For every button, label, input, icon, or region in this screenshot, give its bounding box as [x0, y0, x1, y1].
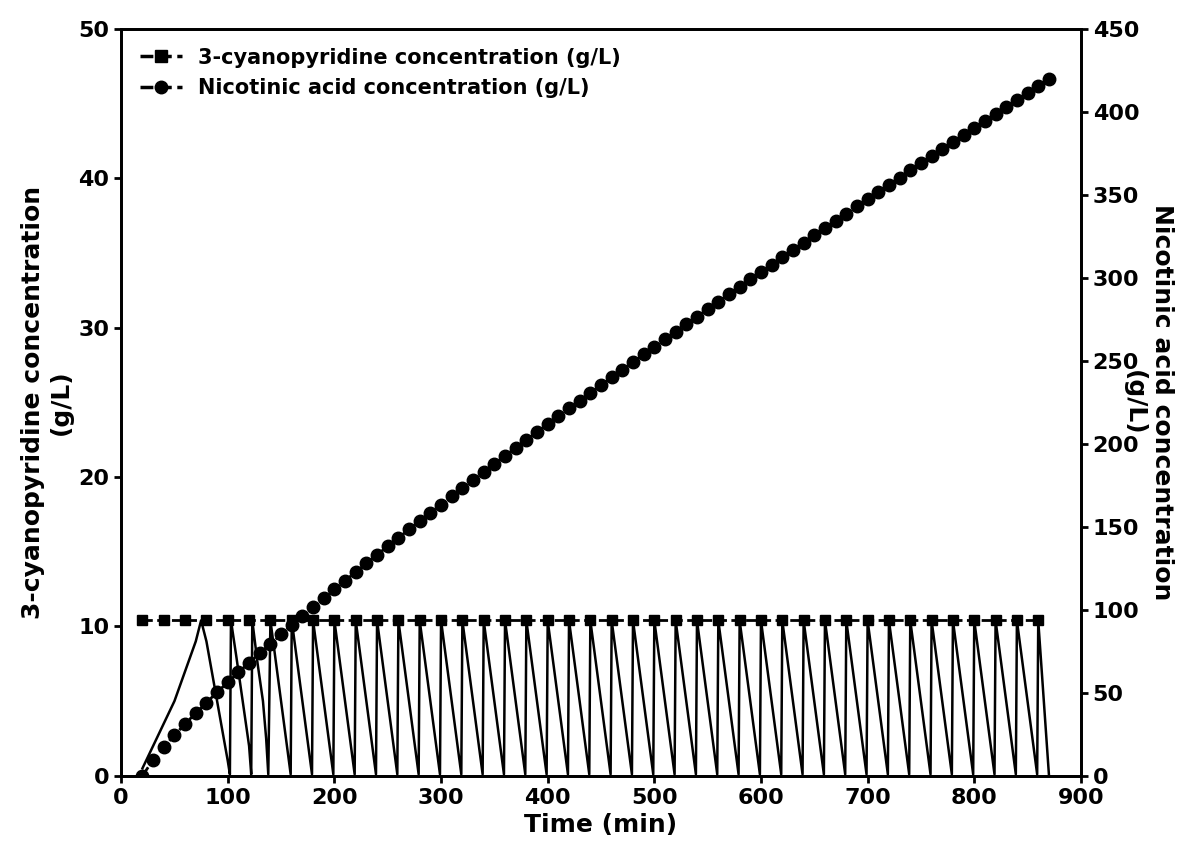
Legend: 3-cyanopyridine concentration (g/L), Nicotinic acid concentration (g/L): 3-cyanopyridine concentration (g/L), Nic…: [131, 39, 630, 106]
Y-axis label: Nicotinic acid concentration
(g/L): Nicotinic acid concentration (g/L): [1122, 204, 1175, 601]
Y-axis label: 3-cyanopyridine concentration
(g/L): 3-cyanopyridine concentration (g/L): [20, 185, 73, 619]
X-axis label: Time (min): Time (min): [525, 813, 678, 837]
